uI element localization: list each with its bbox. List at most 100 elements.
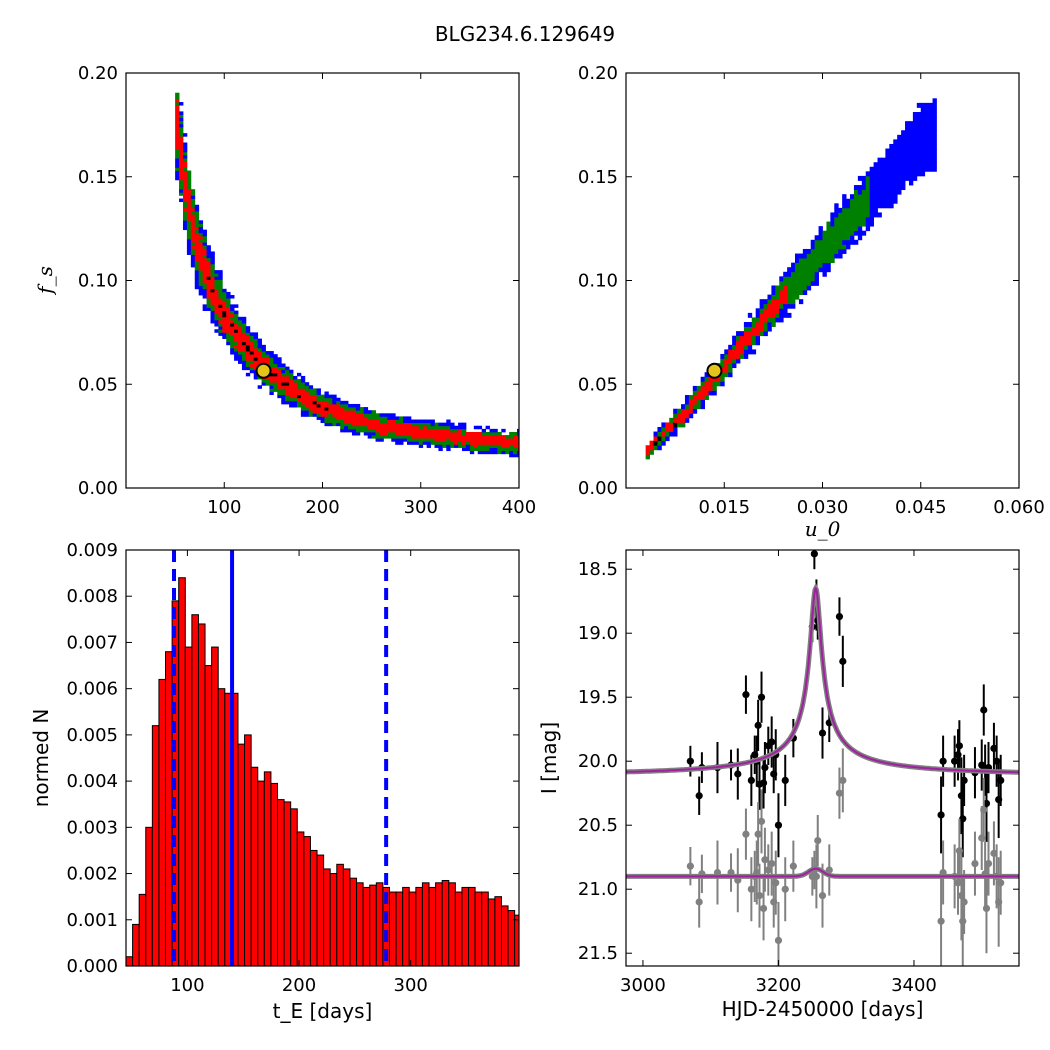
- confidence-cell: [367, 410, 373, 414]
- confidence-cell: [190, 204, 196, 209]
- confidence-cell: [826, 230, 831, 236]
- confidence-cell: [838, 230, 843, 236]
- confidence-cell: [175, 117, 180, 122]
- confidence-cell: [253, 351, 259, 355]
- confidence-cell: [810, 271, 816, 277]
- confidence-cell: [403, 416, 408, 420]
- confidence-cell: [202, 304, 207, 308]
- confidence-cell: [418, 431, 424, 436]
- confidence-cell: [296, 391, 302, 396]
- confidence-cell: [665, 422, 670, 428]
- confidence-cell: [889, 171, 894, 177]
- confidence-cell: [822, 239, 827, 245]
- confidence-cell: [434, 431, 439, 436]
- confidence-cell: [850, 221, 855, 227]
- confidence-cells: [175, 92, 519, 458]
- confidence-cell: [300, 388, 306, 392]
- confidence-cell: [214, 288, 219, 293]
- confidence-cell: [186, 207, 192, 212]
- histogram-bar: [191, 614, 199, 966]
- confidence-cell: [822, 253, 827, 259]
- confidence-cell: [450, 431, 455, 436]
- confidence-cell: [190, 226, 196, 231]
- confidence-cell: [818, 235, 823, 241]
- confidence-cell: [359, 425, 365, 430]
- confidence-cell: [885, 175, 890, 181]
- confidence-cell: [175, 158, 180, 162]
- confidence-cell: [732, 344, 737, 350]
- confidence-cell: [920, 112, 926, 117]
- confidence-cell: [747, 326, 753, 332]
- confidence-cell: [198, 257, 204, 262]
- confidence-cell: [736, 335, 741, 341]
- confidence-cell: [462, 441, 467, 445]
- data-point: [839, 776, 847, 785]
- confidence-cell: [226, 307, 231, 311]
- confidence-cell: [277, 391, 282, 396]
- confidence-cell: [759, 326, 764, 332]
- confidence-cell: [344, 416, 349, 420]
- confidence-cell: [830, 239, 835, 245]
- confidence-cell: [186, 182, 192, 187]
- confidence-cell: [277, 372, 282, 377]
- confidence-cell: [857, 194, 863, 200]
- confidence-cell: [916, 171, 922, 177]
- x-tick-label: 100: [207, 497, 241, 518]
- confidence-cell: [226, 301, 231, 305]
- confidence-cell: [355, 419, 361, 424]
- confidence-cell: [513, 435, 518, 439]
- data-point: [835, 612, 844, 621]
- confidence-cell: [375, 419, 380, 424]
- confidence-cell: [838, 248, 843, 254]
- confidence-cell: [277, 369, 282, 374]
- confidence-cell: [182, 176, 188, 181]
- confidence-cell: [230, 329, 235, 333]
- confidence-cell: [194, 282, 200, 287]
- confidence-cell: [359, 416, 365, 420]
- confidence-cell: [873, 203, 878, 209]
- confidence-cell: [798, 262, 804, 268]
- confidence-cell: [818, 262, 823, 268]
- data-point: [978, 761, 986, 769]
- confidence-cell: [194, 210, 200, 215]
- confidence-cell: [846, 203, 851, 209]
- confidence-cell: [897, 171, 902, 177]
- confidence-cell: [238, 354, 243, 358]
- best-cell: [316, 403, 321, 408]
- confidence-cell: [304, 400, 310, 405]
- confidence-cell: [253, 347, 259, 352]
- confidence-cell: [834, 230, 839, 236]
- confidence-cell: [865, 226, 871, 232]
- confidence-cell: [336, 410, 341, 414]
- confidence-cell: [222, 291, 227, 296]
- confidence-cell: [182, 217, 188, 221]
- confidence-cell: [865, 217, 871, 222]
- confidence-cell: [186, 195, 192, 199]
- confidence-cell: [438, 435, 443, 439]
- confidence-cell: [383, 419, 388, 424]
- confidence-cell: [681, 404, 686, 410]
- confidence-cell: [332, 407, 337, 411]
- confidence-cell: [281, 363, 286, 368]
- confidence-cell: [320, 410, 325, 414]
- confidence-cell: [846, 239, 851, 245]
- confidence-cell: [218, 323, 223, 327]
- confidence-cell: [830, 253, 835, 259]
- confidence-cell: [720, 372, 725, 378]
- y-tick-label: 0.00: [78, 478, 118, 499]
- confidence-cell: [285, 375, 290, 380]
- x-axis-label: u_0: [805, 517, 841, 541]
- confidence-cell: [249, 344, 255, 349]
- confidence-cell: [834, 212, 839, 218]
- confidence-cell: [814, 280, 819, 286]
- confidence-cell: [885, 162, 890, 168]
- confidence-cell: [688, 404, 694, 410]
- confidence-cell: [359, 410, 365, 414]
- confidence-cell: [238, 326, 243, 330]
- confidence-cell: [842, 212, 847, 218]
- confidence-cell: [916, 143, 922, 149]
- confidence-cell: [657, 445, 662, 451]
- confidence-cell: [704, 390, 709, 396]
- confidence-cell: [430, 425, 435, 430]
- confidence-cell: [234, 351, 239, 355]
